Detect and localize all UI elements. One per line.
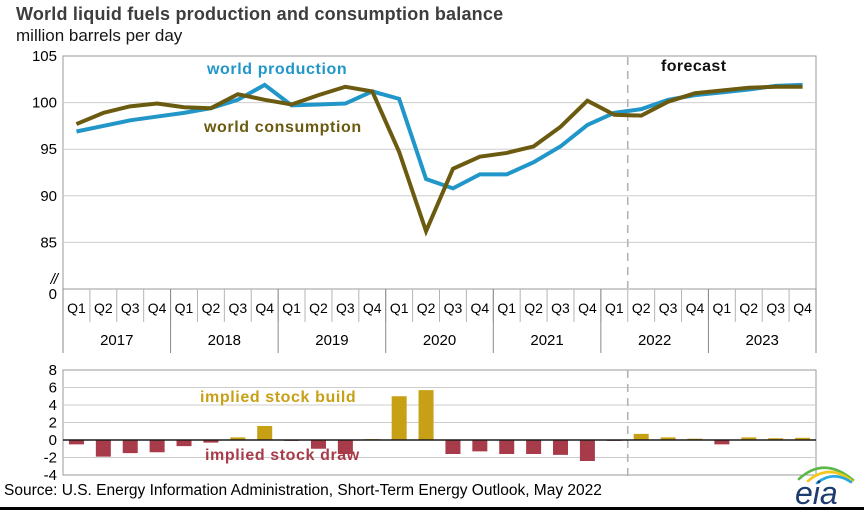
stock-build-bar [741,437,757,440]
tick-label: 2022 [638,332,671,349]
tick-label: 2021 [530,332,563,349]
tick-label: 2023 [746,332,779,349]
tick-label: Q1 [497,300,516,316]
tick-label: 90 [40,188,57,205]
source-attribution: Source: U.S. Energy Information Administ… [4,482,602,499]
tick-label: Q1 [605,300,624,316]
stock-draw-bar [445,440,461,454]
tick-label: Q1 [175,300,194,316]
stock-draw-bar [122,440,138,454]
stock-build-bar [418,390,434,440]
stock-build-bar [795,437,811,440]
stock-draw-bar [579,440,595,461]
stock-draw-bar [95,440,111,457]
stock-build-bar [660,437,676,440]
stock-build-bar [633,433,649,440]
tick-label: 85 [40,234,57,251]
stock-build-bar [768,438,784,440]
tick-label: Q2 [202,300,221,316]
tick-label: Q1 [713,300,732,316]
forecast-label: forecast [661,58,727,75]
axis-unit-label: million barrels per day [16,26,183,45]
stock-draw-bar [472,440,488,452]
tick-label: Q3 [766,300,785,316]
tick-label: Q2 [739,300,758,316]
tick-label: Q2 [417,300,436,316]
eia-logo: eia [795,466,855,508]
tick-label: 2 [49,415,57,432]
tick-label: Q3 [228,300,247,316]
tick-label: Q3 [336,300,355,316]
stock-draw-bar [499,440,515,454]
tick-label: -2 [44,450,57,467]
tick-label: 2019 [315,332,348,349]
tick-label: 2017 [100,332,133,349]
stock-build-bar [257,426,273,440]
tick-label: 0 [49,286,57,303]
tick-label: Q3 [551,300,570,316]
tick-label: 6 [49,380,57,397]
tick-label: Q3 [121,300,140,316]
stock-build-bar [230,437,246,440]
stock-draw-bar [68,440,84,445]
tick-label: // [50,271,60,288]
stock-draw-bar [176,440,192,447]
stock-build-bar [391,396,407,440]
stock-draw-bar [149,440,165,453]
production-series-label: world production [207,61,348,78]
consumption-line [75,84,803,237]
tick-label: 95 [40,141,57,158]
tick-label: 100 [32,95,57,112]
logo-text: eia [795,475,838,508]
stock-draw-bar [310,440,326,449]
tick-label: Q2 [309,300,328,316]
tick-label: 0 [49,432,57,449]
logo-arc-blue [815,474,853,485]
tick-label: Q4 [470,300,489,316]
tick-label: Q3 [659,300,678,316]
stock-build-label: implied stock build [200,389,357,406]
stock-draw-bar [203,440,219,443]
stock-draw-bar [526,440,542,454]
consumption-series-label: world consumption [204,119,362,136]
tick-label: Q2 [632,300,651,316]
tick-label: Q4 [578,300,597,316]
tick-label: Q1 [67,300,86,316]
tick-label: 4 [49,397,57,414]
tick-label: Q3 [444,300,463,316]
tick-label: Q2 [524,300,543,316]
tick-label: -4 [44,467,57,484]
stock-draw-bar [714,440,730,445]
logo-arc-green [797,466,855,482]
logo-arc-yellow [806,470,854,483]
stock-draw-bar [553,440,569,455]
tick-label: 2020 [423,332,456,349]
tick-label: 2018 [208,332,241,349]
bottom-divider [0,507,864,510]
stock-draw-bar [337,440,353,454]
tick-label: Q4 [148,300,167,316]
tick-label: Q1 [390,300,409,316]
tick-label: Q4 [363,300,382,316]
tick-label: 8 [49,362,57,379]
tick-label: 105 [32,48,57,65]
tick-label: Q2 [94,300,113,316]
stock-draw-label: implied stock draw [205,447,360,464]
tick-label: Q1 [282,300,301,316]
page-title: World liquid fuels production and consum… [16,4,504,24]
tick-label: Q4 [255,300,274,316]
tick-label: Q4 [686,300,705,316]
tick-label: Q4 [793,300,812,316]
